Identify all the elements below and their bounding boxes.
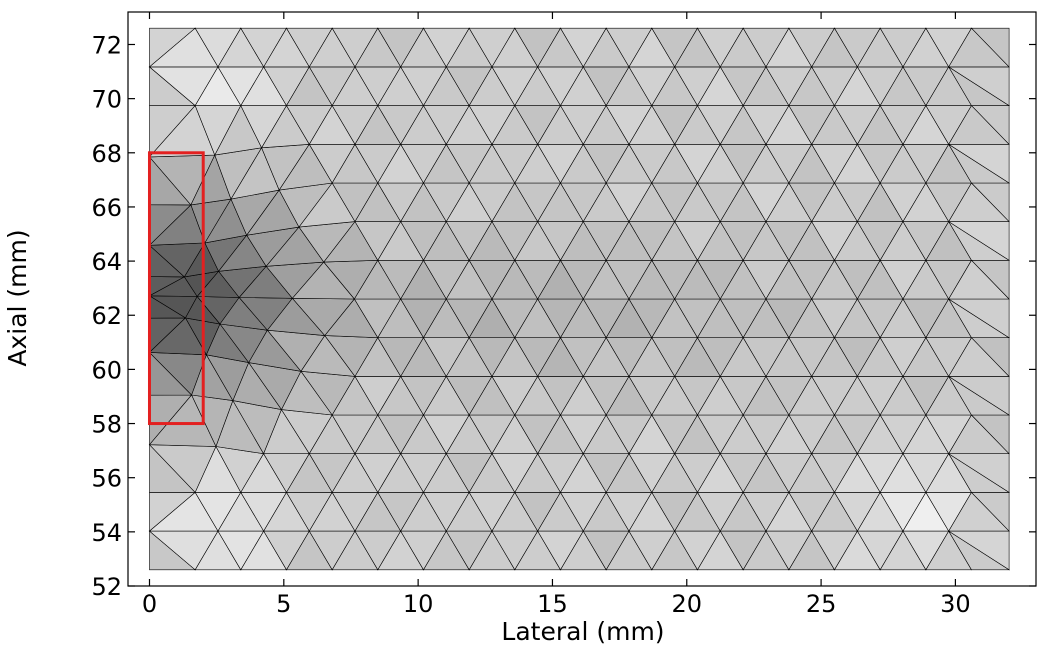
- x-tick-label: 15: [537, 590, 568, 618]
- y-tick-label: 64: [91, 248, 122, 276]
- y-tick-label: 70: [91, 86, 122, 114]
- mesh-layer: [148, 27, 1011, 571]
- axes-frame: [127, 11, 1037, 587]
- region-layer: [147, 151, 205, 426]
- x-tick-label: 30: [940, 590, 971, 618]
- x-tick-label: 0: [142, 590, 157, 618]
- x-tick-label: 10: [403, 590, 434, 618]
- y-tick-label: 66: [91, 194, 122, 222]
- x-tick-label: 25: [806, 590, 837, 618]
- y-tick-label: 56: [91, 465, 122, 493]
- y-tick-label: 52: [91, 573, 122, 601]
- highlight-region-box: [147, 151, 205, 426]
- axes-layer: 0 5 10 15 20 25 30 52 54 56 58 60 62 64 66 68 70 72: [91, 11, 1037, 618]
- x-axis-title: Lateral (mm): [501, 617, 664, 646]
- y-tick-label: 54: [91, 519, 122, 547]
- mesh-element: [970, 27, 1010, 68]
- y-tick-label: 60: [91, 356, 122, 384]
- x-tick-label: 5: [276, 590, 291, 618]
- x-tick-label: 20: [671, 590, 702, 618]
- y-tick-label: 68: [91, 140, 122, 168]
- y-tick-label: 62: [91, 302, 122, 330]
- y-tick-label: 72: [91, 31, 122, 59]
- y-axis-title: Axial (mm): [3, 229, 32, 366]
- y-tick-label: 58: [91, 411, 122, 439]
